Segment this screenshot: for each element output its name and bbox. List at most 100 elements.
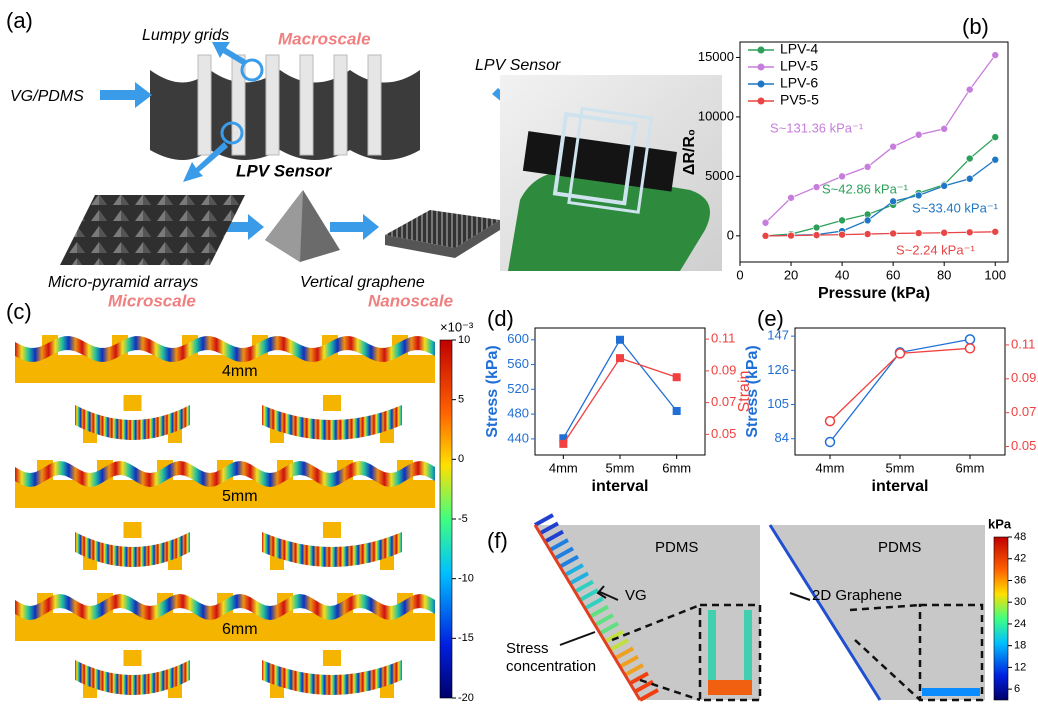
legend-marker — [758, 47, 765, 54]
marker — [616, 354, 624, 362]
x-tick-label: 60 — [886, 267, 900, 282]
y-tick-label: 520 — [507, 381, 529, 396]
colorbar-tick-label: 5 — [458, 394, 464, 406]
scale-label: Macroscale — [278, 29, 371, 48]
x-axis-label: Pressure (kPa) — [818, 285, 930, 302]
label: LPV Sensor — [475, 57, 561, 74]
marker — [673, 373, 681, 381]
label: VG/PDMS — [10, 88, 84, 105]
y-tick-label: 5000 — [705, 168, 734, 183]
label: Stress concentration — [506, 640, 606, 676]
interval-label: 5mm — [222, 488, 258, 505]
marker — [896, 349, 905, 358]
marker — [941, 125, 948, 132]
colorbar-tick-label: 42 — [1014, 553, 1026, 565]
colorbar-unit: kPa — [988, 516, 1012, 531]
marker — [673, 407, 681, 415]
marker — [992, 134, 999, 141]
marker — [890, 198, 897, 205]
marker — [762, 232, 769, 239]
interval-label: 6mm — [222, 621, 258, 638]
marker — [559, 440, 567, 448]
y2-tick-label: 0.11 — [711, 331, 735, 346]
marker — [966, 344, 975, 353]
marker — [813, 184, 820, 191]
annotation: S~2.24 kPa⁻¹ — [896, 242, 975, 257]
colorbar-tick-label: 10 — [458, 334, 470, 346]
panel-label: (c) — [6, 299, 32, 324]
x-tick-label: 80 — [937, 267, 951, 282]
panel-label: (a) — [6, 8, 33, 33]
figure: (a) Lumpy grids Macroscale VG/PDMS LPV S… — [0, 0, 1038, 706]
marker — [762, 219, 769, 226]
marker — [966, 155, 973, 162]
x-tick-label: 4mm — [816, 460, 845, 475]
x-tick-label: 4mm — [549, 460, 578, 475]
scale-label: Microscale — [108, 291, 196, 310]
marker — [915, 131, 922, 138]
fem-strips: 4mm 5mm 6mm — [15, 335, 435, 698]
interval-label: 4mm — [222, 363, 258, 380]
colorbar-unit: ×10⁻³ — [440, 319, 474, 334]
colorbar-tick-label: -5 — [458, 513, 468, 525]
marker — [915, 230, 922, 237]
marker — [966, 335, 975, 344]
label: Vertical graphene — [300, 274, 425, 291]
y-tick-label: 0 — [727, 227, 734, 242]
y2-tick-label: 0.09 — [1011, 370, 1036, 385]
legend-marker — [758, 81, 765, 88]
marker — [826, 437, 835, 446]
x-tick-label: 40 — [835, 267, 849, 282]
colorbar-tick-label: 30 — [1014, 596, 1026, 608]
annotation: S~42.86 kPa⁻¹ — [822, 181, 909, 196]
colorbar-tick-label: 18 — [1014, 640, 1026, 652]
marker — [813, 232, 820, 239]
figure-canvas: (a) Lumpy grids Macroscale VG/PDMS LPV S… — [0, 0, 1038, 706]
x-tick-label: 100 — [984, 267, 1006, 282]
x-tick-label: 20 — [784, 267, 798, 282]
pillar — [124, 650, 142, 666]
y-tick-label: 15000 — [698, 49, 734, 64]
y2-tick-label: 0.07 — [711, 394, 736, 409]
series-line — [830, 348, 970, 421]
colorbar-tick-label: 0 — [458, 453, 464, 465]
marker — [788, 232, 795, 239]
label: LPV Sensor — [236, 161, 333, 180]
y-tick-label: 10000 — [698, 108, 734, 123]
pillar — [124, 522, 142, 538]
legend-label: PV5-5 — [780, 92, 819, 108]
label: PDMS — [878, 539, 921, 556]
y-tick-label: 84 — [775, 430, 789, 445]
x-tick-label: 6mm — [956, 460, 985, 475]
y-tick-label: 600 — [507, 331, 529, 346]
pyramid-array — [60, 195, 245, 265]
legend-marker — [758, 98, 765, 105]
marker — [890, 230, 897, 237]
marker — [915, 192, 922, 199]
y-axis-label: ΔR/R₀ — [681, 129, 698, 175]
marker — [864, 231, 871, 238]
colorbar-tick-label: 48 — [1014, 531, 1026, 543]
series-line — [563, 358, 676, 444]
marker — [966, 86, 973, 93]
series-line — [766, 160, 996, 236]
x-tick-label: 5mm — [606, 460, 635, 475]
y-tick-label: 147 — [767, 328, 789, 343]
panel-label: (d) — [487, 306, 514, 331]
marker — [839, 231, 846, 238]
x-axis-label: interval — [872, 478, 929, 495]
panel-label: (f) — [487, 528, 508, 553]
marker — [992, 52, 999, 59]
colorbar-tick-label: -20 — [458, 692, 474, 704]
y-tick-label: 105 — [767, 396, 789, 411]
marker — [890, 143, 897, 150]
y-tick-label: 480 — [507, 406, 529, 421]
marker — [826, 417, 835, 426]
marker — [839, 217, 846, 224]
pillar — [323, 650, 341, 666]
colorbar-tick-label: 24 — [1014, 618, 1026, 630]
x-tick-label: 0 — [736, 267, 743, 282]
marker — [941, 182, 948, 189]
marker — [616, 336, 624, 344]
y2-tick-label: 0.05 — [1011, 438, 1036, 453]
